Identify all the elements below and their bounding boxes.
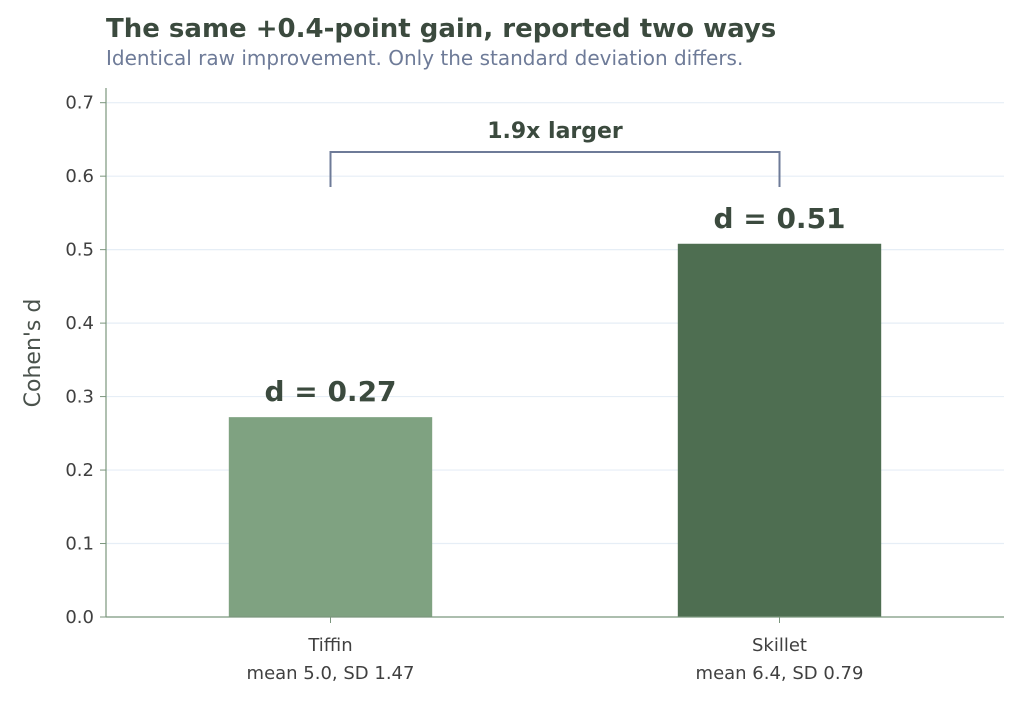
x-tick-sublabel: mean 5.0, SD 1.47 [247,663,415,684]
y-tick-label: 0.5 [65,240,94,261]
x-tick-label: Tiffin [307,635,352,656]
comparison-bracket [329,151,781,187]
chart-title: The same +0.4-point gain, reported two w… [106,14,777,44]
x-tick-sublabel: mean 6.4, SD 0.79 [696,663,864,684]
data-label: d = 0.51 [713,202,845,235]
bar-skillet [677,243,882,617]
y-tick-label: 0.7 [65,93,94,114]
y-axis-title: Cohen's d [21,299,46,408]
data-label: d = 0.27 [264,375,396,408]
y-tick-label: 0.6 [65,166,94,187]
y-tick-label: 0.3 [65,387,94,408]
y-tick-label: 0.4 [65,313,94,334]
x-tick-label: Skillet [752,635,807,656]
y-tick-label: 0.2 [65,460,94,481]
bar-tiffin [228,417,433,617]
annotation-label: 1.9x larger [487,119,623,144]
y-tick-label: 0.1 [65,534,94,555]
y-tick-label: 0.0 [65,607,94,628]
chart-subtitle: Identical raw improvement. Only the stan… [106,46,744,70]
